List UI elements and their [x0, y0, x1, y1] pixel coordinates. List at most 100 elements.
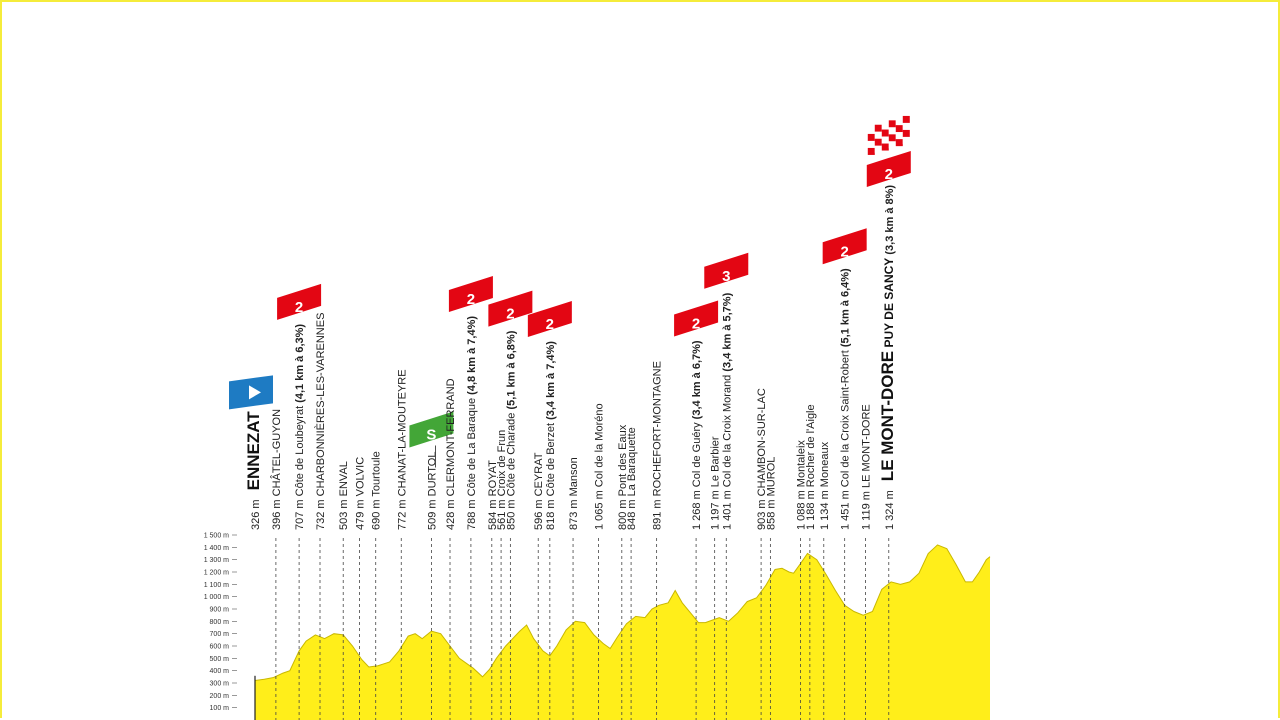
waypoint-text: 503 m ENVAL: [338, 461, 350, 530]
waypoint-altitude: 1 065 m: [594, 487, 606, 530]
y-tick-label: 1 400 m: [204, 545, 229, 552]
climb-details: (3,4 km à 6,7%): [691, 340, 703, 422]
climb-category-badge: [704, 252, 749, 289]
finish-flag-cell: [874, 145, 882, 153]
waypoint-altitude: 428 m: [445, 496, 457, 530]
waypoint-altitude: 561 m: [496, 496, 508, 530]
waypoint-altitude: 903 m: [756, 496, 768, 530]
waypoint-label: 873 m Manson: [568, 457, 580, 530]
waypoint-text: 326 m ENNEZAT: [244, 411, 263, 530]
y-tick-label: 900 m: [210, 607, 230, 614]
waypoint-altitude: 1 188 m: [805, 487, 817, 530]
finish-flag-cell: [895, 139, 903, 147]
sprint-badge: [409, 411, 454, 448]
waypoint-name: CEYRAT: [533, 452, 545, 496]
waypoint-altitude: 1 324 m: [884, 487, 896, 530]
waypoint-label: 690 m Tourtoule: [371, 451, 383, 530]
waypoint-name: CHAMBON-SUR-LAC: [756, 388, 768, 496]
finish-flag-cell: [881, 129, 889, 137]
waypoint-name: CHÂTEL-GUYON: [270, 409, 283, 496]
waypoint-name: Col de la Moréno: [594, 403, 606, 487]
waypoint-label: 903 m CHAMBON-SUR-LAC: [756, 388, 768, 530]
finish-flag-cell: [895, 118, 903, 126]
waypoint-text: 873 m Manson: [568, 457, 580, 530]
waypoint-text: 509 m DURTOL: [426, 452, 438, 530]
y-tick-label: 200 m: [210, 693, 230, 700]
waypoint-label: 1 324 m LE MONT-DORE PUY DE SANCY (3,3 k…: [878, 185, 897, 530]
finish-flag-cell: [867, 147, 875, 155]
waypoint-text: 891 m ROCHEFORT-MONTAGNE: [652, 361, 664, 530]
finish-flag-cell: [888, 141, 896, 149]
waypoint-altitude: 891 m: [652, 496, 664, 530]
finish-flag-cell: [902, 122, 910, 130]
waypoint-name: Manson: [568, 457, 580, 496]
waypoint-label: 891 m ROCHEFORT-MONTAGNE: [652, 361, 664, 530]
waypoint-name: Croix de Frun: [496, 430, 508, 497]
waypoint-text: 848 m La Baraquette: [626, 427, 638, 530]
waypoint-label: 428 m CLERMONT-FERRAND: [445, 378, 457, 530]
waypoint-text: 818 m Côte de Berzet (3,4 km à 7,4%): [545, 341, 557, 530]
waypoint-text: 1 197 m Le Barbier: [710, 436, 722, 530]
waypoint-text: 772 m CHANAT-LA-MOUTEYRE: [396, 369, 408, 530]
waypoint-text: 479 m VOLVIC: [354, 457, 366, 530]
waypoint-text: 800 m Pont des Eaux: [617, 424, 629, 530]
waypoint-label: 1 188 m Rocher de l'Aigle: [805, 404, 817, 530]
waypoint-altitude: 850 m: [505, 496, 517, 530]
waypoint-name: ROYAT: [487, 460, 499, 497]
climb-category-badge: [866, 150, 911, 187]
badge-label: 2: [467, 291, 475, 308]
waypoint-text: 428 m CLERMONT-FERRAND: [445, 378, 457, 530]
waypoint-name: Côte de Berzet: [545, 423, 557, 496]
waypoint-name: Côte de Loubeyrat: [294, 406, 306, 497]
waypoint-altitude: 1 401 m: [721, 487, 733, 530]
waypoint-altitude: 848 m: [626, 496, 638, 530]
finish-flag-cell: [888, 120, 896, 128]
waypoint-name: ENNEZAT: [244, 411, 263, 491]
waypoint-altitude: 503 m: [338, 496, 350, 530]
waypoint-label: 584 m ROYAT: [487, 460, 499, 530]
waypoint-label: 848 m La Baraquette: [626, 427, 638, 530]
elevation-line: [254, 544, 991, 681]
badge-label: S: [426, 427, 436, 444]
waypoint-label: 788 m Côte de La Baraque (4,8 km à 7,4%): [466, 316, 478, 530]
climb-details: (5,1 km à 6,4%): [840, 268, 852, 350]
waypoint-label: 1 197 m Le Barbier: [710, 436, 722, 530]
waypoint-name: LE MONT-DORE: [878, 351, 897, 481]
y-tick-label: 300 m: [210, 681, 230, 688]
waypoint-name: ROCHEFORT-MONTAGNE: [652, 361, 664, 496]
waypoint-name: Col de Guéry: [691, 422, 703, 487]
waypoint-label: 1 401 m Col de la Croix Morand (3,4 km à…: [721, 292, 733, 530]
waypoint-altitude: 1 119 m: [861, 488, 873, 530]
finish-flag-cell: [895, 132, 903, 140]
climb-details: (3,3 km à 8%): [884, 185, 896, 258]
badge-label: 2: [295, 299, 303, 316]
climb-category-badge: [448, 275, 493, 312]
waypoint-altitude: 800 m: [617, 496, 629, 530]
waypoint-altitude: 1 451 m: [840, 487, 852, 530]
waypoint-label: 503 m ENVAL: [338, 461, 350, 530]
waypoint-name: DURTOL: [426, 452, 438, 497]
climb-details: (4,8 km à 7,4%): [466, 316, 478, 398]
waypoint-altitude: 1 134 m: [819, 487, 831, 530]
waypoint-text: 1 134 m Moneaux: [819, 441, 831, 530]
waypoint-name: Tourtoule: [371, 451, 383, 496]
climb-details: (5,1 km à 6,8%): [505, 330, 517, 412]
waypoint-name: Le Barbier: [710, 436, 722, 487]
climb-details: (3,4 km à 7,4%): [545, 341, 557, 423]
waypoint-label: 850 m Côte de Charade (5,1 km à 6,8%): [505, 330, 517, 530]
waypoint-altitude: 596 m: [533, 496, 545, 530]
waypoint-name: Côte de Charade: [505, 413, 517, 497]
climb-details: (4,1 km à 6,3%): [294, 324, 306, 406]
waypoint-text: 1 119 m LE MONT-DORE: [861, 404, 873, 530]
y-tick-label: 1 100 m: [204, 582, 229, 589]
waypoint-altitude: 788 m: [466, 496, 478, 530]
y-tick-label: 100 m: [210, 705, 230, 712]
waypoint-label: 396 m CHÂTEL-GUYON: [270, 409, 283, 530]
waypoint-name: Col de la Croix Saint-Robert: [840, 350, 852, 487]
waypoint-label: 561 m Croix de Frun: [496, 430, 508, 530]
waypoint-label: 818 m Côte de Berzet (3,4 km à 7,4%): [545, 341, 557, 530]
waypoint-label: 732 m CHARBONNIÈRES-LES-VARENNES: [314, 313, 327, 530]
finish-flag-cell: [867, 133, 875, 141]
waypoint-label: 596 m CEYRAT: [533, 452, 545, 530]
y-tick-label: 1 200 m: [204, 570, 229, 577]
